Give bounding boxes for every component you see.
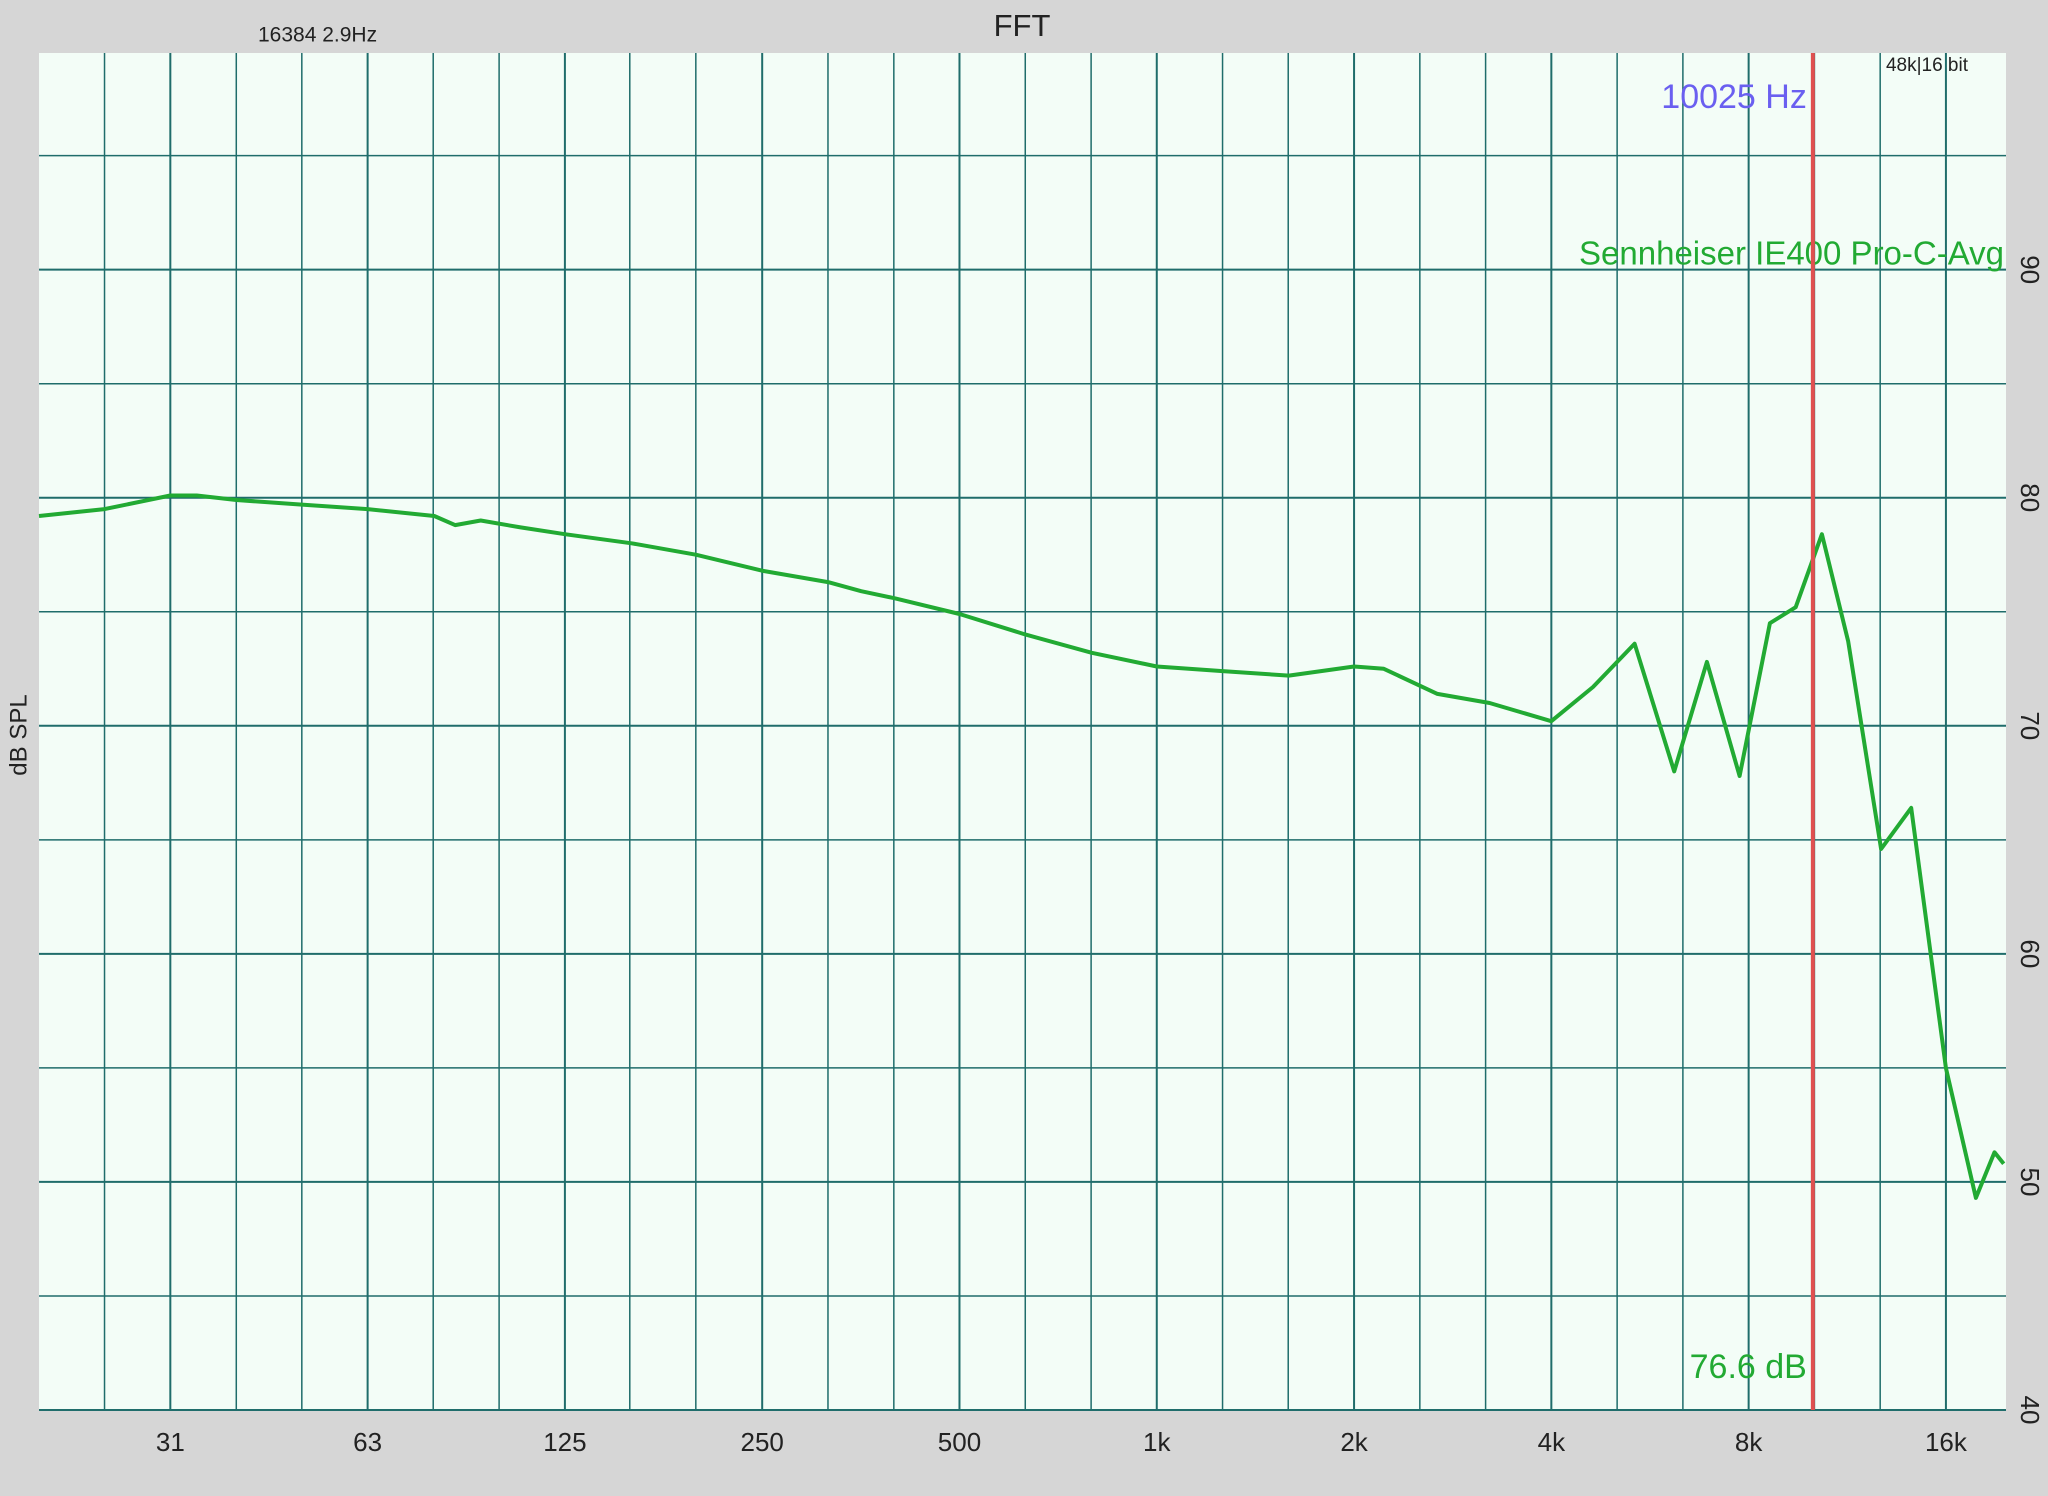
y-tick-label: 80 (2015, 483, 2045, 512)
x-tick-label: 31 (156, 1427, 185, 1457)
y-tick-label: 50 (2015, 1167, 2045, 1196)
chart-title: FFT (994, 8, 1051, 43)
series-line (38, 493, 2006, 1200)
x-tick-label: 500 (938, 1427, 981, 1457)
x-tick-label: 1k (1143, 1427, 1171, 1457)
cursor-frequency: 10025 Hz (1661, 78, 1807, 116)
y-tick-label: 70 (2015, 711, 2045, 740)
fft-info: 16384 2.9Hz (258, 24, 377, 47)
y-axis-label: dB SPL (5, 694, 32, 775)
legend-label: Sennheiser IE400 Pro-C-Avg (1579, 235, 2004, 272)
y-tick-label: 60 (2015, 939, 2045, 968)
x-tick-label: 125 (543, 1427, 586, 1457)
x-tick-label: 2k (1340, 1427, 1368, 1457)
cursor-readout: 76.6 dB (1690, 1348, 1807, 1386)
x-tick-label: 16k (1925, 1427, 1968, 1457)
x-tick-label: 8k (1735, 1427, 1763, 1457)
x-tick-label: 63 (353, 1427, 382, 1457)
y-tick-label: 90 (2015, 255, 2045, 284)
x-tick-label: 250 (740, 1427, 783, 1457)
y-tick-label: 40 (2015, 1396, 2045, 1425)
format-info: 48k|16 bit (1886, 55, 1969, 76)
x-tick-label: 4k (1538, 1427, 1566, 1457)
